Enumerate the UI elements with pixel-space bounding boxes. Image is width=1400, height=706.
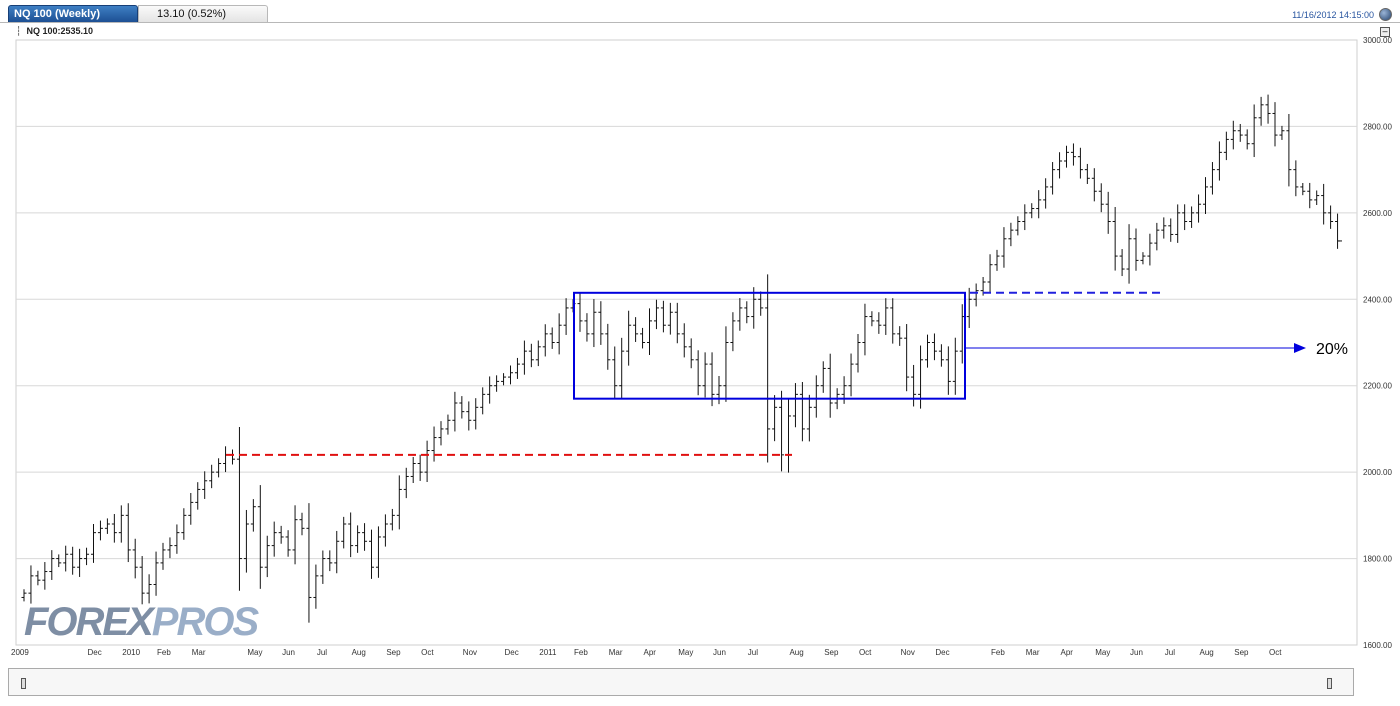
navigator-right-handle[interactable]: [1327, 678, 1332, 689]
y-tick-label: 2200.00: [1363, 382, 1392, 391]
forexpros-logo: FOREXPROS: [24, 600, 259, 644]
target-arrow-head: [1294, 343, 1306, 353]
tab-bar: NQ 100 (Weekly) 13.10 (0.52%): [0, 0, 1400, 24]
x-tick-label: Aug: [352, 648, 366, 657]
x-tick-label: Aug: [789, 648, 803, 657]
x-tick-label: Feb: [991, 648, 1005, 657]
minimize-icon[interactable]: –: [1380, 27, 1390, 37]
x-tick-label: May: [247, 648, 262, 657]
x-tick-label: Feb: [157, 648, 171, 657]
x-tick-label: Mar: [1026, 648, 1040, 657]
ohlc-bar-icon: ┆: [16, 26, 22, 36]
x-tick-label: 2011: [539, 648, 557, 657]
symbol-readout: ┆ NQ 100:2535.10: [16, 26, 93, 37]
x-tick-label: Oct: [859, 648, 872, 657]
datetime-label: 11/16/2012 14:15:00: [1292, 10, 1374, 20]
x-tick-label: 2010: [122, 648, 140, 657]
tab-divider: [0, 22, 1400, 23]
y-tick-label: 1800.00: [1363, 555, 1392, 564]
y-tick-label: 2400.00: [1363, 295, 1392, 304]
navigator[interactable]: [8, 668, 1354, 696]
x-tick-label: Apr: [644, 648, 657, 657]
x-tick-label: Jul: [748, 648, 758, 657]
x-tick-label: Nov: [901, 648, 915, 657]
y-tick-label: 2000.00: [1363, 468, 1392, 477]
x-tick-label: Oct: [421, 648, 434, 657]
x-tick-label: Mar: [609, 648, 623, 657]
x-tick-label: Jun: [1130, 648, 1143, 657]
tab-instrument-label: NQ 100 (Weekly): [14, 8, 101, 20]
x-tick-label: Jul: [1165, 648, 1175, 657]
x-tick-label: Nov: [463, 648, 477, 657]
x-tick-label: Mar: [192, 648, 206, 657]
range-box: [573, 291, 966, 400]
y-tick-label: 2600.00: [1363, 209, 1392, 218]
target-label: 20%: [1316, 341, 1348, 358]
x-tick-label: May: [678, 648, 693, 657]
globe-icon[interactable]: [1379, 8, 1392, 21]
x-tick-label: 2009: [11, 648, 29, 657]
x-tick-label: Dec: [505, 648, 519, 657]
x-tick-label: Jun: [282, 648, 295, 657]
x-tick-label: Aug: [1200, 648, 1214, 657]
x-tick-label: Sep: [824, 648, 839, 657]
x-tick-label: Jun: [713, 648, 726, 657]
y-tick-label: 2800.00: [1363, 122, 1392, 131]
tab-change[interactable]: 13.10 (0.52%): [138, 5, 268, 22]
x-tick-label: Oct: [1269, 648, 1282, 657]
x-tick-label: Feb: [574, 648, 588, 657]
y-tick-label: 1600.00: [1363, 641, 1392, 650]
navigator-left-handle[interactable]: [21, 678, 26, 689]
x-tick-label: May: [1095, 648, 1110, 657]
x-tick-label: Apr: [1061, 648, 1074, 657]
x-tick-label: Dec: [88, 648, 102, 657]
x-tick-label: Dec: [935, 648, 949, 657]
x-tick-label: Jul: [317, 648, 327, 657]
y-tick-label: 3000.00: [1363, 36, 1392, 45]
x-tick-label: Sep: [1234, 648, 1249, 657]
symbol-label: NQ 100:2535.10: [26, 26, 94, 36]
tab-instrument[interactable]: NQ 100 (Weekly): [8, 5, 138, 22]
x-tick-label: Sep: [386, 648, 401, 657]
tab-change-label: 13.10 (0.52%): [157, 8, 227, 20]
plot-area: [15, 39, 1358, 646]
